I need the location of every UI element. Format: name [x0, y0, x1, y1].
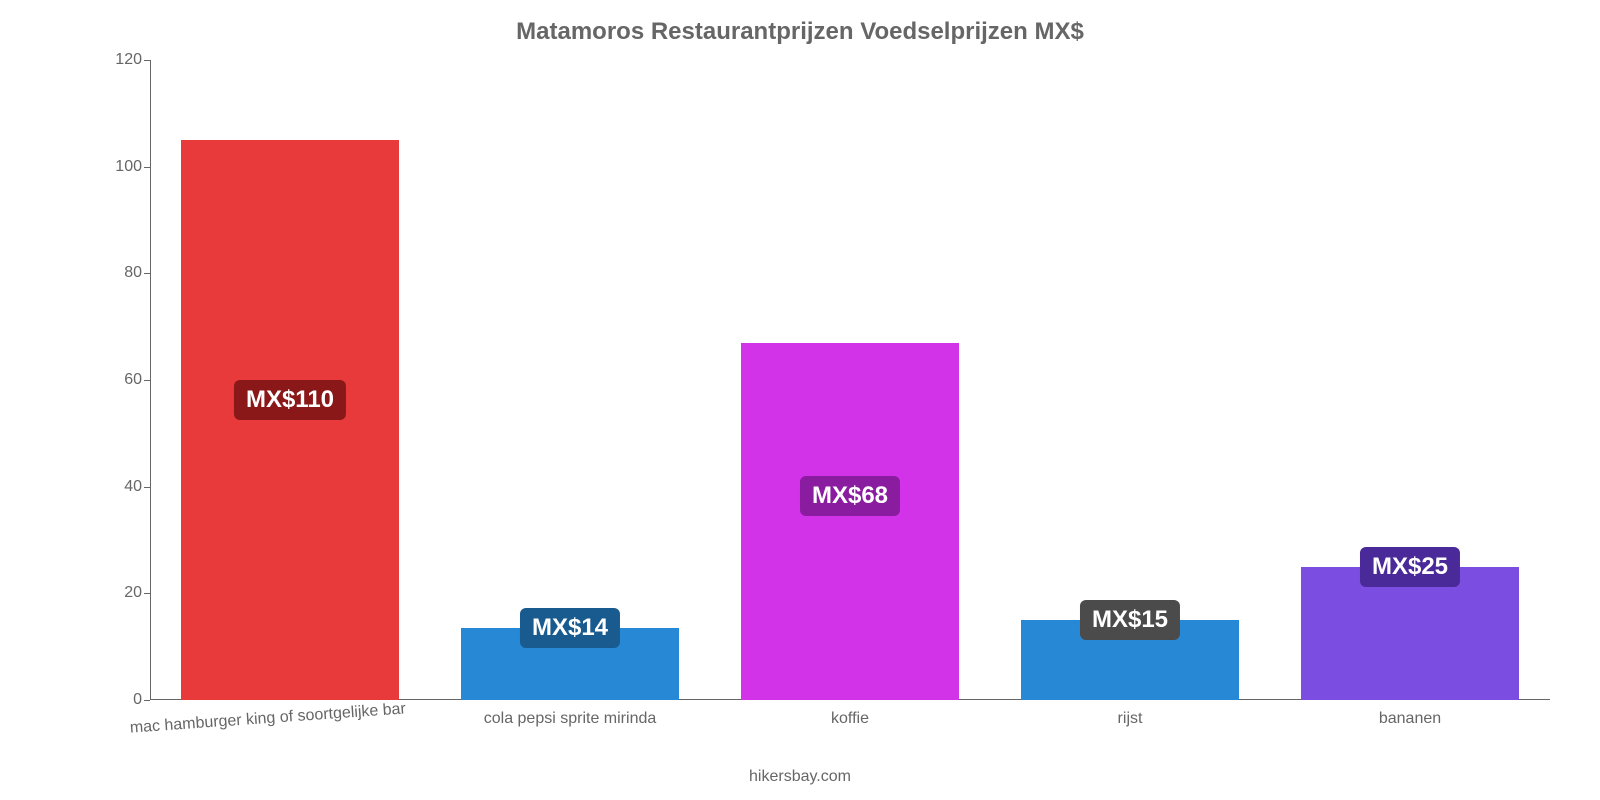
- bar-value-badge: MX$25: [1360, 547, 1460, 587]
- x-category-label: cola pepsi sprite mirinda: [484, 710, 657, 728]
- chart-title: Matamoros Restaurantprijzen Voedselprijz…: [0, 0, 1600, 54]
- bar-value-badge: MX$15: [1080, 600, 1180, 640]
- x-category-label: mac hamburger king of soortgelijke bar: [129, 700, 406, 737]
- bar: [1301, 567, 1519, 700]
- y-tick-label: 60: [124, 371, 142, 389]
- y-tick-label: 100: [115, 158, 142, 176]
- y-tick-label: 0: [133, 691, 142, 709]
- y-tick-label: 40: [124, 478, 142, 496]
- y-tick-label: 120: [115, 51, 142, 69]
- y-tick: [144, 487, 150, 488]
- y-tick-label: 20: [124, 584, 142, 602]
- y-tick: [144, 60, 150, 61]
- x-category-label: bananen: [1379, 710, 1441, 728]
- y-tick: [144, 593, 150, 594]
- bars-layer: MX$110 MX$14 MX$68 MX$15 MX$25: [150, 60, 1550, 700]
- y-tick: [144, 167, 150, 168]
- x-category-label: rijst: [1118, 710, 1143, 728]
- bar-value-badge: MX$68: [800, 476, 900, 516]
- bar-value-badge: MX$110: [234, 380, 346, 420]
- bar-value-badge: MX$14: [520, 608, 620, 648]
- bar: [181, 140, 399, 700]
- y-tick: [144, 700, 150, 701]
- y-tick-label: 80: [124, 264, 142, 282]
- y-tick: [144, 380, 150, 381]
- attribution-text: hikersbay.com: [0, 768, 1600, 786]
- y-tick: [144, 273, 150, 274]
- chart-plot-area: MX$110MX$14MX$68MX$15MX$25 0204060801001…: [150, 60, 1550, 700]
- x-category-label: koffie: [831, 710, 869, 728]
- bar: [741, 343, 959, 700]
